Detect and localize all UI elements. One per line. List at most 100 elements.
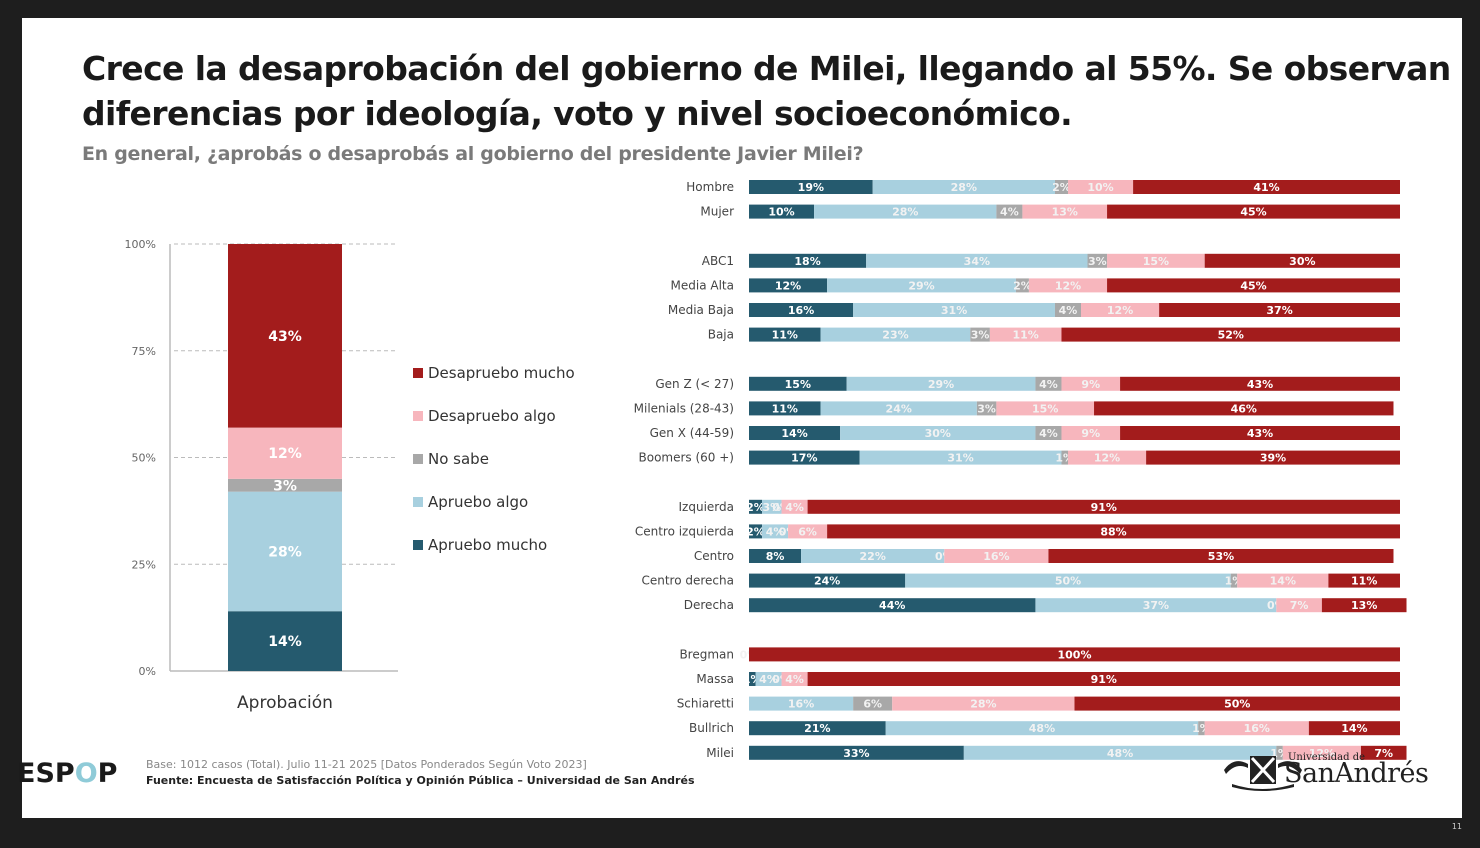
bar-segment xyxy=(762,499,782,514)
bar-segment xyxy=(1120,426,1400,440)
data-label: 10% xyxy=(768,206,794,219)
data-label: 12% xyxy=(1309,747,1335,760)
bar-segment xyxy=(1204,721,1309,736)
slide-title: Crece la desaprobación del gobierno de M… xyxy=(82,49,1451,133)
bar-segment xyxy=(1054,303,1082,317)
row-label-milenials-28-43: Milenials (28-43) xyxy=(634,401,734,415)
data-label: 33% xyxy=(843,747,869,760)
data-label: 16% xyxy=(788,698,814,711)
y-tick-label: 25% xyxy=(132,558,156,571)
data-label: 8% xyxy=(766,550,785,563)
bar-segment xyxy=(807,672,1400,686)
bar-segment xyxy=(963,745,1277,760)
data-label: 17% xyxy=(791,452,817,465)
data-label: 2% xyxy=(1052,181,1071,194)
bar-segment xyxy=(749,180,873,194)
row-label-abc1: ABC1 xyxy=(702,254,734,268)
data-label: 21% xyxy=(804,722,830,735)
bar-segment xyxy=(749,303,854,317)
bar-segment xyxy=(762,524,789,539)
data-label: 91% xyxy=(1091,501,1117,514)
bar-segment xyxy=(1328,573,1400,588)
bar-segment xyxy=(749,696,854,711)
bar-segment xyxy=(1061,450,1068,465)
legend-swatch-desapruebo-algo xyxy=(413,411,423,421)
bar-segment xyxy=(1074,696,1400,711)
bar-segment xyxy=(827,524,1400,539)
bar-segment xyxy=(1198,721,1205,736)
legend-label-desapruebo-algo: Desapruebo algo xyxy=(428,407,556,425)
bar-segment xyxy=(1028,278,1108,293)
data-label: 45% xyxy=(1240,279,1266,292)
espop-logo: ESPOP xyxy=(17,758,118,789)
bar-segment-apruebo-algo xyxy=(228,491,342,612)
data-label: 19% xyxy=(798,181,824,194)
y-tick-label: 75% xyxy=(132,345,156,358)
bar-segment xyxy=(755,672,782,686)
data-label: 28% xyxy=(268,544,302,560)
bar-segment xyxy=(781,499,808,514)
university-label-big: SanAndrés xyxy=(1284,758,1429,789)
data-label: 12% xyxy=(268,446,302,462)
data-label: 4% xyxy=(759,673,778,686)
bar-segment xyxy=(749,204,815,219)
data-label: 91% xyxy=(1091,673,1117,686)
data-label: 13% xyxy=(1052,206,1078,219)
row-label-bregman: Bregman xyxy=(679,647,734,661)
university-crest-icon xyxy=(1224,756,1302,791)
bar-segment xyxy=(749,524,763,539)
data-label: 31% xyxy=(941,304,967,317)
data-label: 15% xyxy=(785,378,811,391)
data-label: 3% xyxy=(273,478,297,494)
row-label-media-baja: Media Baja xyxy=(668,303,734,317)
data-label: 53% xyxy=(1208,550,1234,563)
row-label-mujer: Mujer xyxy=(700,205,734,219)
data-label: 43% xyxy=(268,329,302,345)
data-label: 9% xyxy=(1081,427,1100,440)
data-label: 14% xyxy=(781,427,807,440)
bar-segment xyxy=(801,549,945,563)
data-label: 3% xyxy=(971,329,990,342)
data-label: 28% xyxy=(951,181,977,194)
data-label: 18% xyxy=(794,255,820,268)
data-label: 3% xyxy=(977,402,996,415)
data-label: 52% xyxy=(1218,329,1244,342)
bar-segment xyxy=(749,499,763,514)
data-label: 44% xyxy=(879,599,905,612)
bar-segment xyxy=(996,401,1095,416)
bar-segment xyxy=(749,450,860,465)
bar-segment xyxy=(749,721,886,736)
y-tick-label: 0% xyxy=(139,665,156,678)
data-label: 100% xyxy=(1058,648,1092,661)
bar-segment-no-sabe xyxy=(228,478,342,492)
university-label-small: Universidad de xyxy=(1288,752,1366,763)
row-label-derecha: Derecha xyxy=(684,598,734,612)
data-label: 30% xyxy=(925,427,951,440)
data-label: 7% xyxy=(1374,747,1393,760)
data-label: 34% xyxy=(964,255,990,268)
bar-segment xyxy=(1107,278,1400,293)
bar-segment xyxy=(989,327,1062,342)
data-label: 15% xyxy=(1032,402,1058,415)
data-label: 37% xyxy=(1266,304,1292,317)
bar-segment-desapruebo-algo xyxy=(228,427,342,479)
legend-label-apruebo-algo: Apruebo algo xyxy=(428,493,528,511)
bar-segment xyxy=(749,253,867,268)
data-label: 16% xyxy=(788,304,814,317)
row-label-centro-derecha: Centro derecha xyxy=(641,574,734,588)
legend-label-no-sabe: No sabe xyxy=(428,450,489,468)
data-label: 4% xyxy=(785,673,804,686)
bar-segment xyxy=(1067,180,1134,194)
bar-segment xyxy=(749,376,847,391)
data-label: 41% xyxy=(1253,181,1279,194)
data-label: 28% xyxy=(892,206,918,219)
bar-segment xyxy=(866,253,1088,268)
bar-segment xyxy=(853,696,893,711)
row-label-milei: Milei xyxy=(706,746,734,760)
bar-segment xyxy=(1282,745,1361,760)
bar-segment xyxy=(814,204,997,219)
bar-segment xyxy=(749,672,756,686)
y-tick-label: 50% xyxy=(132,452,156,465)
data-label: 12% xyxy=(1094,452,1120,465)
